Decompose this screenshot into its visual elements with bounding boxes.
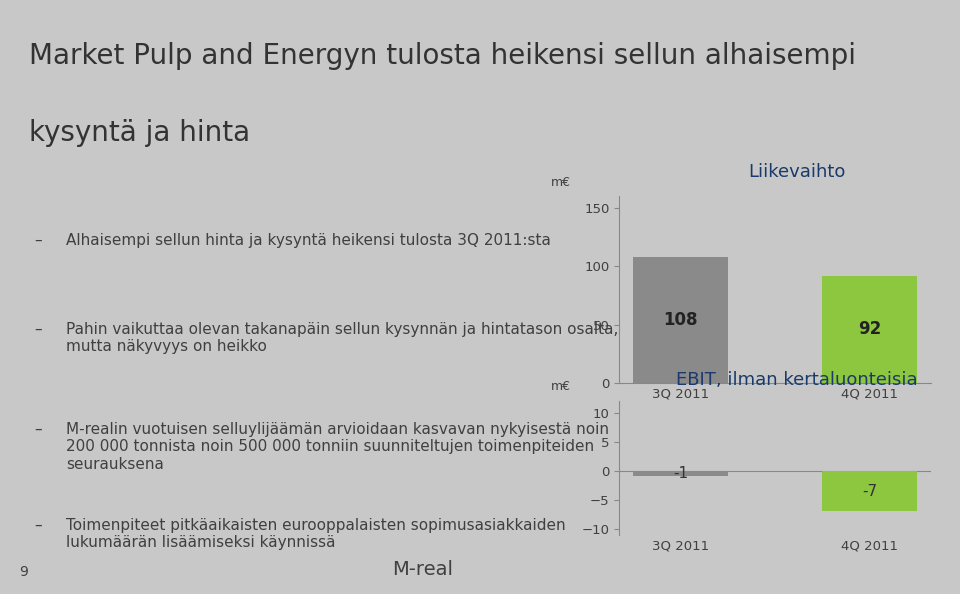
Text: M-realin vuotuisen selluylijäämän arvioidaan kasvavan nykyisestä noin
200 000 to: M-realin vuotuisen selluylijäämän arvioi… [66, 422, 610, 472]
Text: –: – [35, 422, 42, 437]
Text: 9: 9 [19, 565, 28, 579]
Text: Pahin vaikuttaa olevan takanapäin sellun kysynnän ja hintatason osalta,
mutta nä: Pahin vaikuttaa olevan takanapäin sellun… [66, 322, 618, 355]
Text: 108: 108 [663, 311, 698, 329]
Bar [634, 257, 728, 383]
Text: Liikevaihto: Liikevaihto [748, 163, 846, 181]
Text: 92: 92 [858, 320, 881, 339]
Text: -7: -7 [862, 484, 877, 498]
Text: –: – [35, 518, 42, 533]
Text: M-real: M-real [392, 560, 453, 579]
Bar [823, 470, 917, 511]
Text: EBIT, ilman kertaluonteisia: EBIT, ilman kertaluonteisia [676, 371, 918, 389]
Text: m€: m€ [551, 380, 570, 393]
Text: -1: -1 [673, 466, 688, 481]
Text: Toimenpiteet pitkäaikaisten eurooppalaisten sopimusasiakkaiden
lukumäärän lisääm: Toimenpiteet pitkäaikaisten eurooppalais… [66, 518, 565, 551]
Bar [823, 276, 917, 383]
Text: m€: m€ [551, 176, 570, 188]
Bar [634, 470, 728, 476]
Text: Market Pulp and Energyn tulosta heikensi sellun alhaisempi: Market Pulp and Energyn tulosta heikensi… [29, 42, 855, 69]
Text: –: – [35, 233, 42, 248]
Text: kysyntä ja hinta: kysyntä ja hinta [29, 119, 250, 147]
Text: –: – [35, 322, 42, 337]
Text: Alhaisempi sellun hinta ja kysyntä heikensi tulosta 3Q 2011:sta: Alhaisempi sellun hinta ja kysyntä heike… [66, 233, 551, 248]
